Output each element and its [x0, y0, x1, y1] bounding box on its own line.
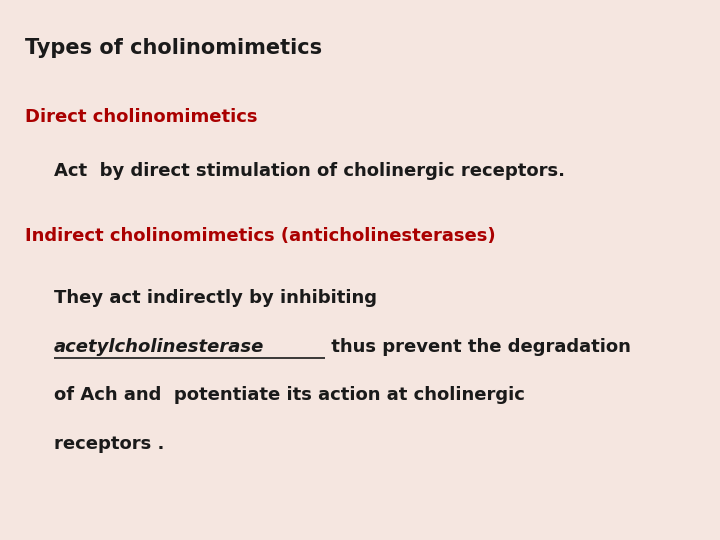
Text: Types of cholinomimetics: Types of cholinomimetics [25, 38, 323, 58]
Text: receptors .: receptors . [54, 435, 164, 453]
Text: Act  by direct stimulation of cholinergic receptors.: Act by direct stimulation of cholinergic… [54, 162, 565, 180]
Text: of Ach and  potentiate its action at cholinergic: of Ach and potentiate its action at chol… [54, 386, 525, 404]
Text: Indirect cholinomimetics (anticholinesterases): Indirect cholinomimetics (anticholineste… [25, 227, 496, 245]
Text: acetylcholinesterase: acetylcholinesterase [54, 338, 264, 355]
Text: They act indirectly by inhibiting: They act indirectly by inhibiting [54, 289, 377, 307]
Text: Direct cholinomimetics: Direct cholinomimetics [25, 108, 258, 126]
Text: thus prevent the degradation: thus prevent the degradation [325, 338, 631, 355]
